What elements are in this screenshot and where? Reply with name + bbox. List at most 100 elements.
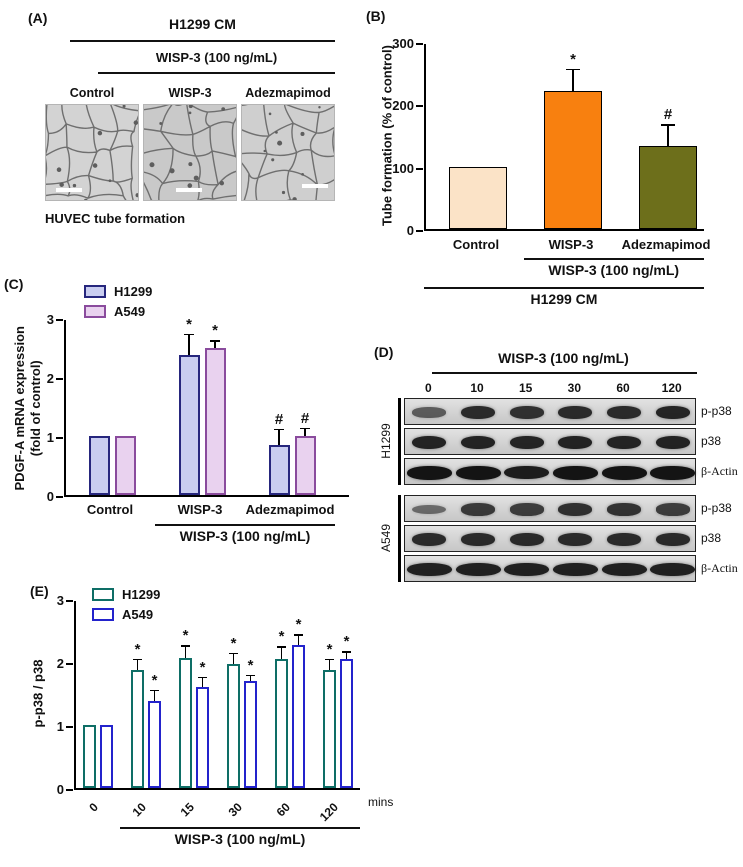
- y-tick-label: 0: [56, 782, 64, 797]
- plot-area: * * * * * * * * * *: [74, 601, 360, 790]
- error-bar-cap: [661, 124, 675, 126]
- bar-A549: [292, 645, 305, 788]
- y-tick-mark: [416, 230, 423, 232]
- significance-mark: *: [199, 658, 206, 676]
- protein-band: [455, 562, 501, 577]
- plot-area: * #: [424, 44, 704, 231]
- legend-swatch: [92, 588, 114, 601]
- bar-A549: [244, 680, 257, 788]
- tube-network-image: [46, 105, 138, 200]
- x-tick-label: Control: [86, 502, 134, 517]
- y-tick-label: 0: [46, 489, 54, 504]
- bar-A549: [340, 658, 353, 788]
- y-tick-mark: [416, 43, 423, 45]
- panel-d-tag: (D): [374, 344, 394, 360]
- significance-mark: *: [186, 315, 192, 333]
- legend-swatch: [84, 285, 106, 298]
- bar-H1299: [323, 670, 336, 788]
- x-tick-label: Adezmapimod: [621, 237, 711, 252]
- blot-A549-p38: [404, 525, 696, 552]
- error-bar: [188, 333, 190, 355]
- bar-A549: [294, 436, 316, 495]
- protein-band: [412, 504, 447, 515]
- protein-band: [650, 562, 696, 577]
- bar-Control: [449, 166, 507, 229]
- treatment-bracket-line: [120, 827, 360, 829]
- significance-mark: #: [274, 410, 284, 428]
- y-tick-label: 300: [392, 36, 414, 51]
- blot-H1299-p38: [404, 428, 696, 455]
- chart-tube-formation: Tube formation (% of control) * # 0 100 200…: [380, 36, 711, 307]
- significance-mark: *: [343, 633, 350, 651]
- significance-mark: *: [182, 627, 189, 644]
- cell-line-label: H1299: [379, 422, 393, 459]
- scale-bar: [176, 188, 202, 192]
- protein-band: [655, 405, 690, 420]
- error-bar-cap: [198, 676, 207, 678]
- protein-band: [552, 562, 598, 577]
- error-bar-cap: [246, 674, 255, 677]
- blot-H1299-β-Actin: [404, 458, 696, 485]
- error-bar-cap: [229, 652, 238, 655]
- error-bar: [232, 652, 235, 664]
- significance-mark: *: [278, 628, 285, 646]
- y-tick-mark: [416, 167, 423, 170]
- blot-target-label: p-p38: [701, 501, 732, 515]
- y-tick-label: 200: [392, 98, 414, 114]
- protein-band: [461, 435, 495, 450]
- protein-band: [655, 503, 690, 516]
- protein-band: [412, 435, 447, 450]
- x-tick-label: Control: [452, 237, 500, 252]
- micrograph-adezmapimod: [241, 104, 335, 201]
- error-bar-cap: [181, 645, 190, 647]
- blot-target-label: p38: [701, 434, 722, 448]
- panel-e-tag: (E): [30, 583, 49, 599]
- protein-band: [509, 406, 544, 419]
- protein-band: [607, 435, 641, 450]
- bar-H1299: [179, 657, 192, 788]
- blot-A549-p-p38: [404, 495, 696, 522]
- significance-mark: *: [247, 656, 254, 674]
- protein-band: [601, 465, 647, 480]
- panel-a-header: H1299 CM: [169, 16, 236, 32]
- significance-mark: *: [230, 634, 237, 652]
- protein-band: [412, 407, 447, 418]
- plot-area: * * # #: [64, 315, 349, 497]
- treatment-bracket-line: [523, 258, 704, 260]
- significance-mark: *: [570, 50, 576, 68]
- legend-swatch: [92, 608, 114, 621]
- y-tick-label: 3: [46, 312, 54, 327]
- bar-A549: [100, 725, 113, 788]
- protein-band: [601, 562, 647, 577]
- y-tick-mark: [56, 496, 63, 498]
- protein-band: [504, 562, 550, 577]
- protein-band: [412, 533, 447, 546]
- bar-H1299: [131, 670, 144, 788]
- protein-band: [655, 435, 690, 450]
- protein-band: [509, 503, 544, 516]
- bar-H1299: [178, 354, 200, 495]
- protein-band: [558, 533, 593, 546]
- panel-c-tag: (C): [4, 276, 24, 292]
- y-axis-title: Tube formation (% of control): [379, 44, 395, 227]
- protein-band: [655, 533, 690, 546]
- protein-band: [509, 435, 544, 450]
- error-bar: [304, 427, 306, 436]
- y-tick-mark: [66, 726, 73, 728]
- error-bar-cap: [150, 689, 159, 692]
- protein-band: [455, 465, 501, 480]
- y-tick-mark: [66, 600, 73, 602]
- protein-band: [406, 562, 452, 577]
- protein-band: [552, 465, 598, 480]
- chart-legend: H1299 A549: [84, 284, 152, 319]
- timepoint-label: 0: [424, 381, 432, 395]
- legend-entry: A549: [92, 607, 160, 622]
- legend-entry: H1299: [92, 587, 160, 602]
- protein-band: [607, 406, 641, 419]
- micrograph-wisp3: [143, 104, 237, 201]
- micrograph-label-adezmapimod: Adezmapimod: [245, 86, 331, 100]
- cell-line-bracket: [398, 398, 401, 485]
- error-bar: [201, 676, 204, 688]
- blot-target-label: β-Actin: [701, 561, 738, 575]
